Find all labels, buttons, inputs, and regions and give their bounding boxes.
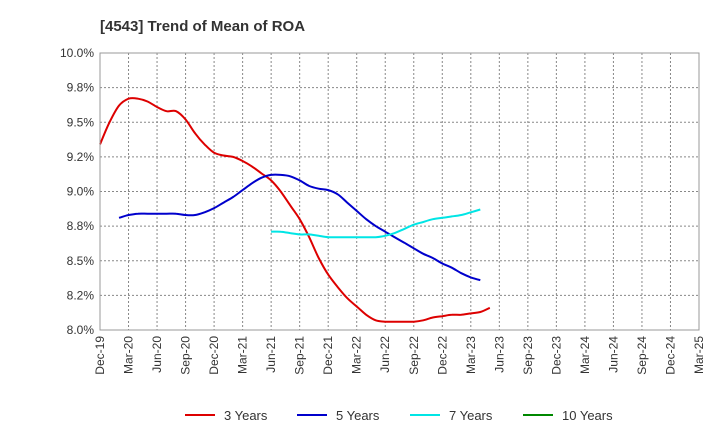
- x-tick-label: Jun-23: [492, 336, 506, 373]
- x-tick-label: Sep-23: [521, 336, 535, 375]
- y-tick-label: 9.0%: [67, 185, 95, 199]
- x-tick-label: Jun-21: [264, 336, 278, 373]
- x-tick-label: Sep-20: [179, 336, 193, 375]
- x-tick-label: Dec-22: [435, 336, 449, 375]
- y-tick-label: 10.0%: [60, 46, 94, 60]
- y-tick-label: 8.5%: [67, 254, 95, 268]
- x-tick-label: Mar-23: [464, 336, 478, 374]
- x-tick-label: Dec-24: [663, 336, 677, 375]
- plot-area: [100, 53, 699, 330]
- x-tick-label: Dec-19: [93, 336, 107, 375]
- y-tick-label: 8.0%: [67, 323, 95, 337]
- x-tick-label: Dec-21: [321, 336, 335, 375]
- series-lines: [99, 97, 491, 323]
- y-tick-label: 9.8%: [67, 81, 95, 95]
- x-tick-label: Mar-21: [236, 336, 250, 374]
- x-tick-label: Dec-20: [207, 336, 221, 375]
- y-tick-label: 9.5%: [67, 115, 95, 129]
- x-axis-ticks: Dec-19 Mar-20 Jun-20 Sep-20 Dec-20 Mar-21 Jun-…: [93, 336, 706, 375]
- chart-title: [4543] Trend of Mean of ROA: [100, 18, 305, 35]
- x-tick-label: Mar-20: [122, 336, 136, 374]
- x-tick-label: Sep-24: [635, 336, 649, 375]
- x-tick-label: Sep-22: [407, 336, 421, 375]
- x-tick-label: Mar-25: [692, 336, 706, 374]
- series-line-1: [99, 97, 491, 323]
- x-tick-label: Jun-22: [378, 336, 392, 373]
- y-axis-ticks: 10.0% 9.8% 9.5% 9.2% 9.0% 8.8% 8.5% 8.2% 8.0%: [60, 46, 94, 337]
- x-tick-label: Jun-20: [150, 336, 164, 373]
- x-tick-label: Sep-21: [293, 336, 307, 375]
- x-tick-label: Mar-22: [350, 336, 364, 374]
- y-tick-label: 9.2%: [67, 150, 95, 164]
- x-tick-label: Mar-24: [578, 336, 592, 374]
- y-tick-label: 8.2%: [67, 288, 95, 302]
- legend-label: 7 Years: [449, 408, 493, 423]
- x-tick-label: Dec-23: [549, 336, 563, 375]
- legend-label: 10 Years: [562, 408, 613, 423]
- y-tick-label: 8.8%: [67, 219, 95, 233]
- x-tick-label: Jun-24: [606, 336, 620, 373]
- legend-label: 3 Years: [224, 408, 268, 423]
- legend: 3 Years 5 Years 7 Years 10 Years: [185, 408, 613, 423]
- series-line-3: [271, 208, 481, 239]
- plot-border: [99, 52, 700, 331]
- legend-label: 5 Years: [336, 408, 380, 423]
- series-line-2: [118, 173, 481, 282]
